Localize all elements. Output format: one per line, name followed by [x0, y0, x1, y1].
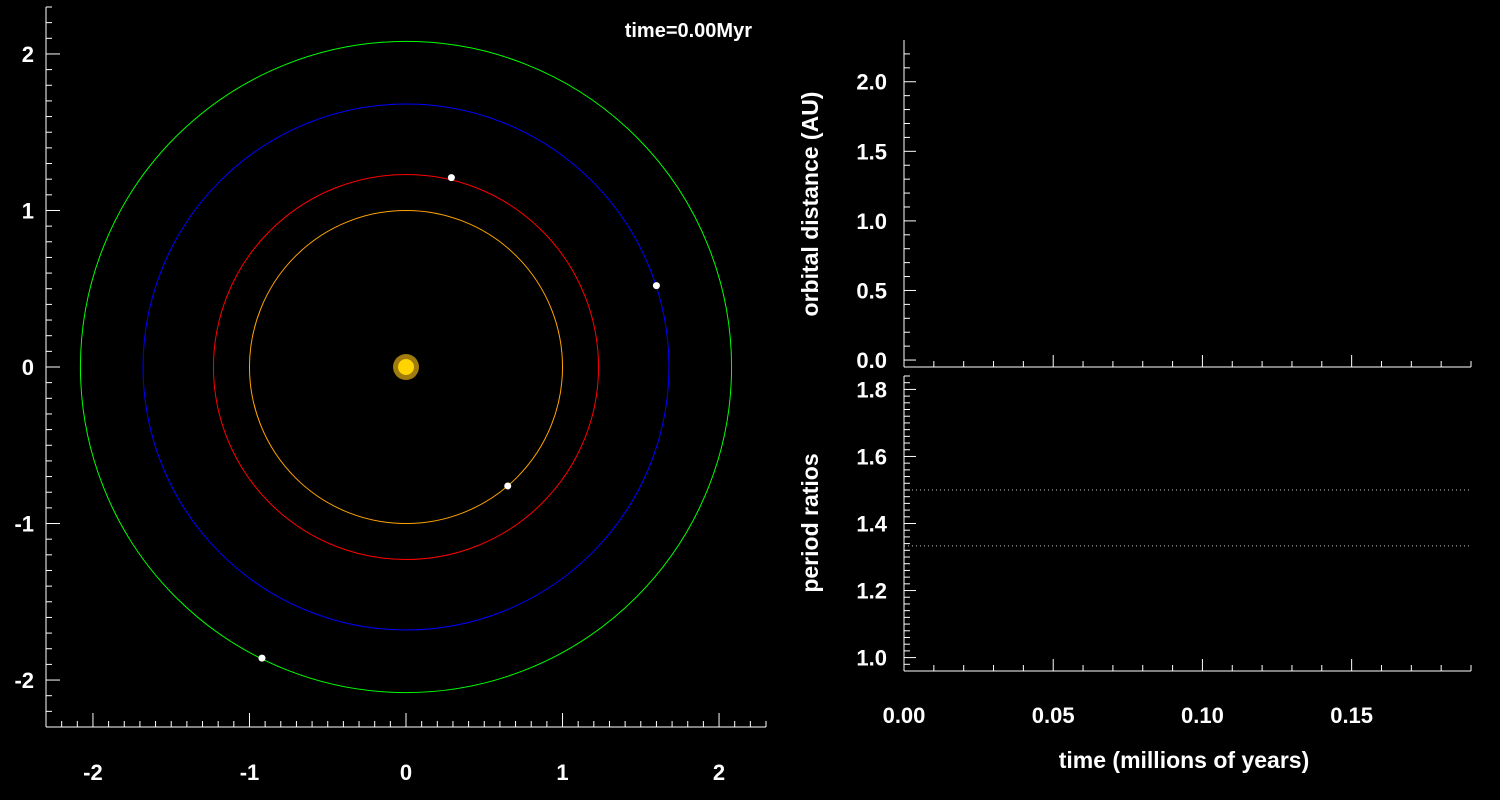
planet-3 — [652, 282, 660, 290]
ratio-y-tick-label: 1.2 — [856, 579, 887, 604]
orbit-ring-4 — [79, 40, 733, 694]
period-ratio-plot: 1.0 1.2 1.4 1.6 1.8 0.00 0.05 0.10 0.15 period … — [797, 375, 1472, 773]
orbit-x-tick-label: -2 — [83, 760, 103, 785]
ratio-y-tick-label: 1.8 — [856, 377, 887, 402]
ratio-x-tick-label: 0.15 — [1330, 703, 1373, 728]
orbit-x-tick-label: 1 — [556, 760, 568, 785]
orbit-x-tick-label: -1 — [240, 760, 260, 785]
orbital-distance-plot: 0.0 0.5 1.0 1.5 2.0 orbital distance (AU) — [797, 40, 1472, 373]
orbit-y-tick-label: 2 — [22, 42, 34, 67]
orbit-x-tick-label: 0 — [400, 760, 412, 785]
orbit-time-label: time=0.00Myr — [625, 20, 753, 42]
ratio-y-axis-label: period ratios — [797, 453, 823, 592]
orbit-y-tick-label: -2 — [14, 668, 34, 693]
orbit-x-tick-label: 2 — [713, 760, 725, 785]
orbit-y-tick-label: -1 — [14, 512, 34, 537]
dist-y-tick-label: 1.5 — [856, 139, 887, 164]
planet-2 — [447, 174, 455, 182]
dist-y-tick-label: 1.0 — [856, 209, 887, 234]
planet-1 — [504, 482, 512, 490]
dist-y-tick-label: 0.0 — [856, 348, 887, 373]
ratio-x-axis-label: time (millions of years) — [1059, 747, 1310, 773]
dist-y-tick-label: 2.0 — [856, 70, 887, 95]
orbit-ring-1 — [248, 209, 564, 525]
orbit-y-tick-label: 1 — [22, 198, 34, 223]
star-core — [398, 359, 414, 375]
ratio-y-tick-label: 1.6 — [856, 444, 887, 469]
orbit-ring-3 — [142, 103, 670, 631]
ratio-x-tick-label: 0.05 — [1032, 703, 1075, 728]
planet-4 — [258, 654, 266, 662]
ratio-x-tick-label: 0.10 — [1181, 703, 1224, 728]
dist-y-tick-label: 0.5 — [856, 278, 887, 303]
ratio-y-tick-label: 1.0 — [856, 646, 887, 671]
star-marker — [393, 354, 419, 380]
orbit-plot: -2 -1 0 1 2 2 1 0 -1 -2 time=0.00Myr — [14, 6, 767, 785]
orbit-ring-2 — [212, 173, 600, 561]
dist-y-axis-label: orbital distance (AU) — [797, 92, 823, 317]
orbit-y-tick-label: 0 — [22, 355, 34, 380]
ratio-x-tick-label: 0.00 — [883, 703, 926, 728]
ratio-y-tick-label: 1.4 — [856, 512, 887, 537]
